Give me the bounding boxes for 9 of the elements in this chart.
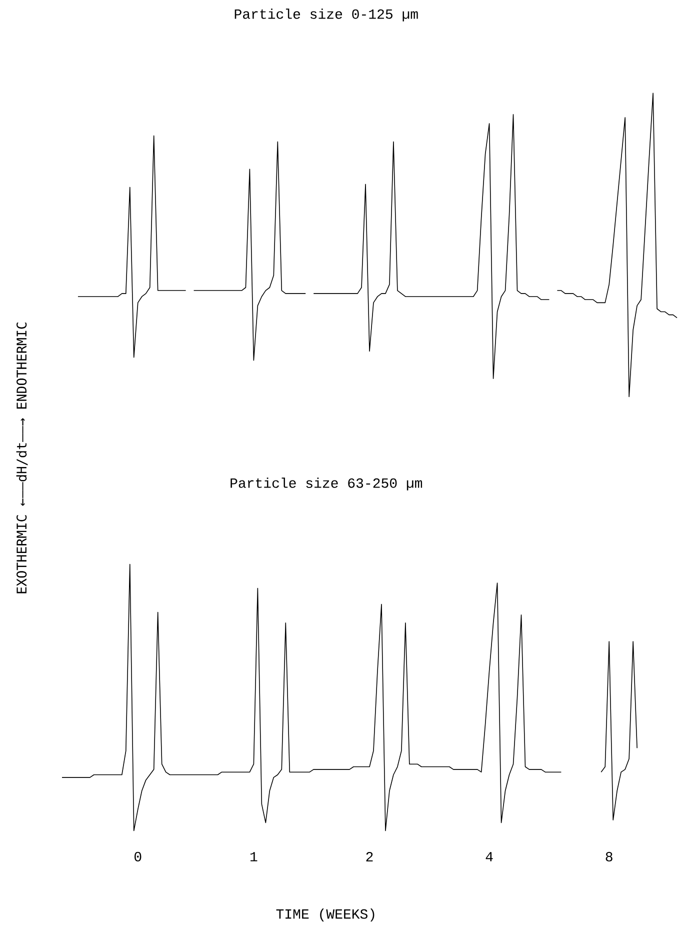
- x-axis-title: TIME (WEEKS): [276, 908, 374, 922]
- y-axis-title: EXOTHERMIC ←——dH/dt——→ ENDOTHERMIC: [16, 322, 28, 594]
- x-tick-label: 2: [366, 852, 373, 862]
- x-tick-label: 1: [250, 852, 258, 862]
- x-tick-label: 4: [486, 852, 493, 862]
- chart-title: Particle size 63-250 µm: [230, 478, 422, 490]
- x-tick-label: 0: [134, 852, 142, 862]
- x-tick-label: 8: [606, 852, 612, 862]
- chart-title: Particle size 0-125 µm: [234, 8, 418, 22]
